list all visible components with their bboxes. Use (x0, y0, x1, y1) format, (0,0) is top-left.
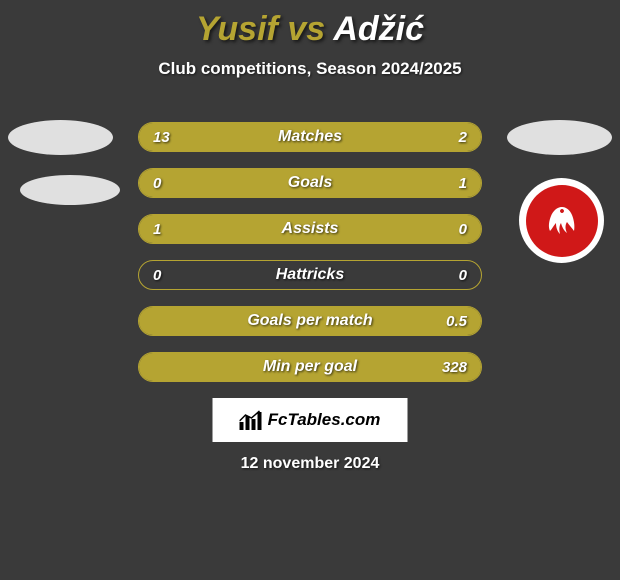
date-text: 12 november 2024 (0, 455, 620, 473)
right-team-badge (519, 178, 604, 263)
stat-label: Assists (139, 215, 481, 243)
stat-label: Matches (139, 123, 481, 151)
stat-val-right: 2 (459, 123, 467, 151)
comparison-title: Yusif vs Adžić (0, 0, 620, 49)
comparison-card: Yusif vs Adžić Club competitions, Season… (0, 0, 620, 580)
stats-list: 13Matches20Goals11Assists00Hattricks0Goa… (138, 122, 482, 398)
chart-icon (240, 410, 262, 430)
eagle-icon (542, 201, 582, 241)
vs-text: vs (287, 10, 325, 48)
stat-val-right: 0 (459, 215, 467, 243)
stat-val-right: 1 (459, 169, 467, 197)
stat-row: 13Matches2 (138, 122, 482, 152)
stat-row: 1Assists0 (138, 214, 482, 244)
stat-label: Hattricks (139, 261, 481, 289)
stat-label: Goals (139, 169, 481, 197)
branding-text: FcTables.com (268, 410, 381, 430)
right-team-badge-inner (526, 185, 598, 257)
stat-val-right: 0.5 (446, 307, 467, 335)
left-player-avatar (8, 120, 113, 155)
stat-val-right: 328 (442, 353, 467, 381)
player-right-name: Adžić (333, 10, 424, 48)
stat-label: Min per goal (139, 353, 481, 381)
stat-row: 0Goals1 (138, 168, 482, 198)
stat-label: Goals per match (139, 307, 481, 335)
left-team-badge (20, 175, 120, 205)
stat-val-right: 0 (459, 261, 467, 289)
stat-row: 0Hattricks0 (138, 260, 482, 290)
stat-row: Goals per match0.5 (138, 306, 482, 336)
player-left-name: Yusif (196, 10, 278, 48)
branding-box[interactable]: FcTables.com (213, 398, 408, 442)
right-player-avatar (507, 120, 612, 155)
competition-subtitle: Club competitions, Season 2024/2025 (0, 59, 620, 79)
stat-row: Min per goal328 (138, 352, 482, 382)
